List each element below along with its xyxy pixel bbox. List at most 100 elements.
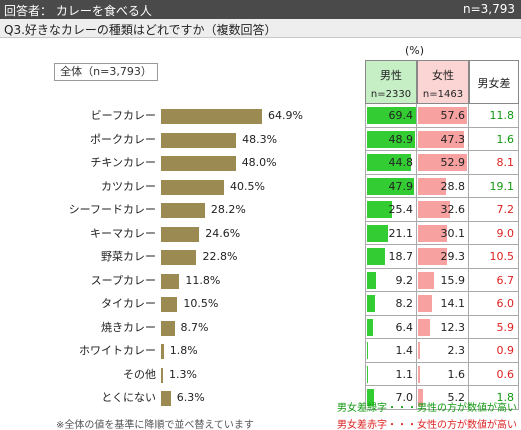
respondent-label: 回答者： カレーを食べる人: [4, 4, 152, 18]
male-value: 44.8: [388, 156, 414, 169]
male-value: 47.9: [388, 179, 414, 193]
male-cell: 6.4: [365, 315, 417, 339]
female-value: 52.9: [440, 156, 466, 169]
female-cell: 32.6: [417, 198, 469, 222]
difference-cell: 8.1: [469, 151, 519, 175]
male-cell: 47.9: [365, 174, 417, 198]
overall-value-label: 8.7%: [180, 320, 209, 334]
overall-value-label: 10.5%: [183, 297, 219, 310]
overall-bar: [161, 156, 236, 171]
overall-bar: [161, 297, 178, 312]
unit-label: (%): [405, 44, 425, 57]
overall-value-label: 64.9%: [268, 109, 303, 122]
female-header-n: n=1463: [422, 89, 464, 100]
difference-value: 0.6: [496, 367, 515, 381]
female-value: 14.1: [440, 297, 466, 310]
overall-bar: [161, 273, 180, 289]
male-header-n: n=2330: [370, 89, 412, 100]
female-fill-bar: [418, 342, 421, 359]
legend-red-note: 男女差赤字・・・女性の方が数値が高い: [337, 420, 517, 430]
male-fill-bar: [367, 177, 414, 195]
female-cell: 57.6: [417, 104, 469, 128]
male-value: 18.7: [388, 250, 414, 263]
overall-label: 全体（n=3,793）: [54, 63, 158, 81]
male-value: 25.4: [388, 203, 414, 216]
male-cell: 18.7: [365, 245, 417, 269]
difference-value: 6.0: [496, 297, 515, 310]
overall-bar: [161, 320, 175, 336]
difference-value: 10.5: [489, 250, 515, 263]
overall-value-label: 48.0%: [241, 156, 277, 169]
overall-value-label: 40.5%: [230, 179, 265, 193]
male-value: 1.4: [395, 344, 414, 357]
female-fill-bar: [418, 365, 420, 383]
female-cell: 2.3: [417, 339, 469, 363]
overall-bar: [161, 109, 262, 124]
difference-value: 1.8: [496, 391, 515, 404]
overall-bar: [161, 132, 237, 148]
male-value: 6.4: [395, 320, 414, 334]
category-label: シーフードカレー: [68, 203, 156, 216]
overall-value-label: 1.3%: [169, 367, 197, 381]
female-value: 2.3: [447, 344, 466, 357]
female-fill-bar: [418, 271, 434, 289]
male-fill-bar: [367, 107, 416, 124]
female-cell: 5.2: [417, 386, 469, 410]
difference-value: 11.8: [489, 109, 515, 122]
category-label: 野菜カレー: [101, 250, 156, 263]
difference-value: 19.1: [489, 179, 515, 193]
sort-footnote: ※全体の値を基準に降順で並べ替えています: [56, 420, 254, 430]
female-value: 29.3: [440, 250, 466, 263]
difference-cell: 9.0: [469, 221, 519, 245]
difference-cell: 11.8: [469, 104, 519, 128]
category-label: チキンカレー: [90, 156, 156, 169]
difference-cell: 5.9: [469, 315, 519, 339]
difference-value: 8.1: [496, 156, 515, 169]
female-value: 5.2: [447, 391, 466, 404]
category-label: キーマカレー: [90, 226, 156, 240]
overall-bar: [161, 367, 164, 383]
difference-cell: 7.2: [469, 198, 519, 222]
female-cell: 14.1: [417, 292, 469, 316]
category-label: ビーフカレー: [90, 109, 156, 122]
difference-value: 6.7: [496, 273, 515, 287]
male-fill-bar: [367, 389, 374, 406]
male-header-title: 男性: [380, 69, 402, 82]
difference-value: 7.2: [496, 203, 515, 216]
female-fill-bar: [418, 154, 467, 171]
difference-cell: 0.9: [469, 339, 519, 363]
male-fill-bar: [367, 154, 411, 171]
female-cell: 1.6: [417, 362, 469, 386]
male-column-header: 男性 n=2330: [365, 60, 417, 104]
female-value: 32.6: [440, 203, 466, 216]
female-header-title: 女性: [432, 69, 454, 82]
male-fill-bar: [367, 365, 369, 383]
male-fill-bar: [367, 130, 415, 148]
overall-bar: [161, 226, 200, 242]
overall-bar: [161, 203, 205, 218]
female-cell: 47.3: [417, 127, 469, 151]
difference-cell: 6.0: [469, 292, 519, 316]
overall-value-label: 22.8%: [202, 250, 238, 263]
male-cell: 8.2: [365, 292, 417, 316]
female-fill-bar: [418, 107, 467, 124]
female-value: 28.8: [440, 179, 466, 193]
respondent-bar: 回答者： カレーを食べる人 n=3,793: [0, 0, 521, 19]
difference-cell: 1.6: [469, 127, 519, 151]
male-value: 7.0: [395, 391, 414, 404]
female-value: 57.6: [440, 109, 466, 122]
male-value: 48.9: [388, 132, 414, 146]
male-fill-bar: [367, 342, 369, 359]
female-value: 47.3: [440, 132, 466, 146]
category-label: カツカレー: [101, 179, 156, 193]
difference-cell: 19.1: [469, 174, 519, 198]
male-fill-bar: [367, 248, 386, 265]
male-cell: 69.4: [365, 104, 417, 128]
difference-column-header: 男女差: [469, 60, 519, 104]
male-fill-bar: [367, 271, 377, 289]
female-value: 1.6: [447, 367, 466, 381]
overall-value-label: 28.2%: [210, 203, 246, 216]
male-cell: 21.1: [365, 221, 417, 245]
female-cell: 52.9: [417, 151, 469, 175]
difference-value: 0.9: [496, 344, 515, 357]
